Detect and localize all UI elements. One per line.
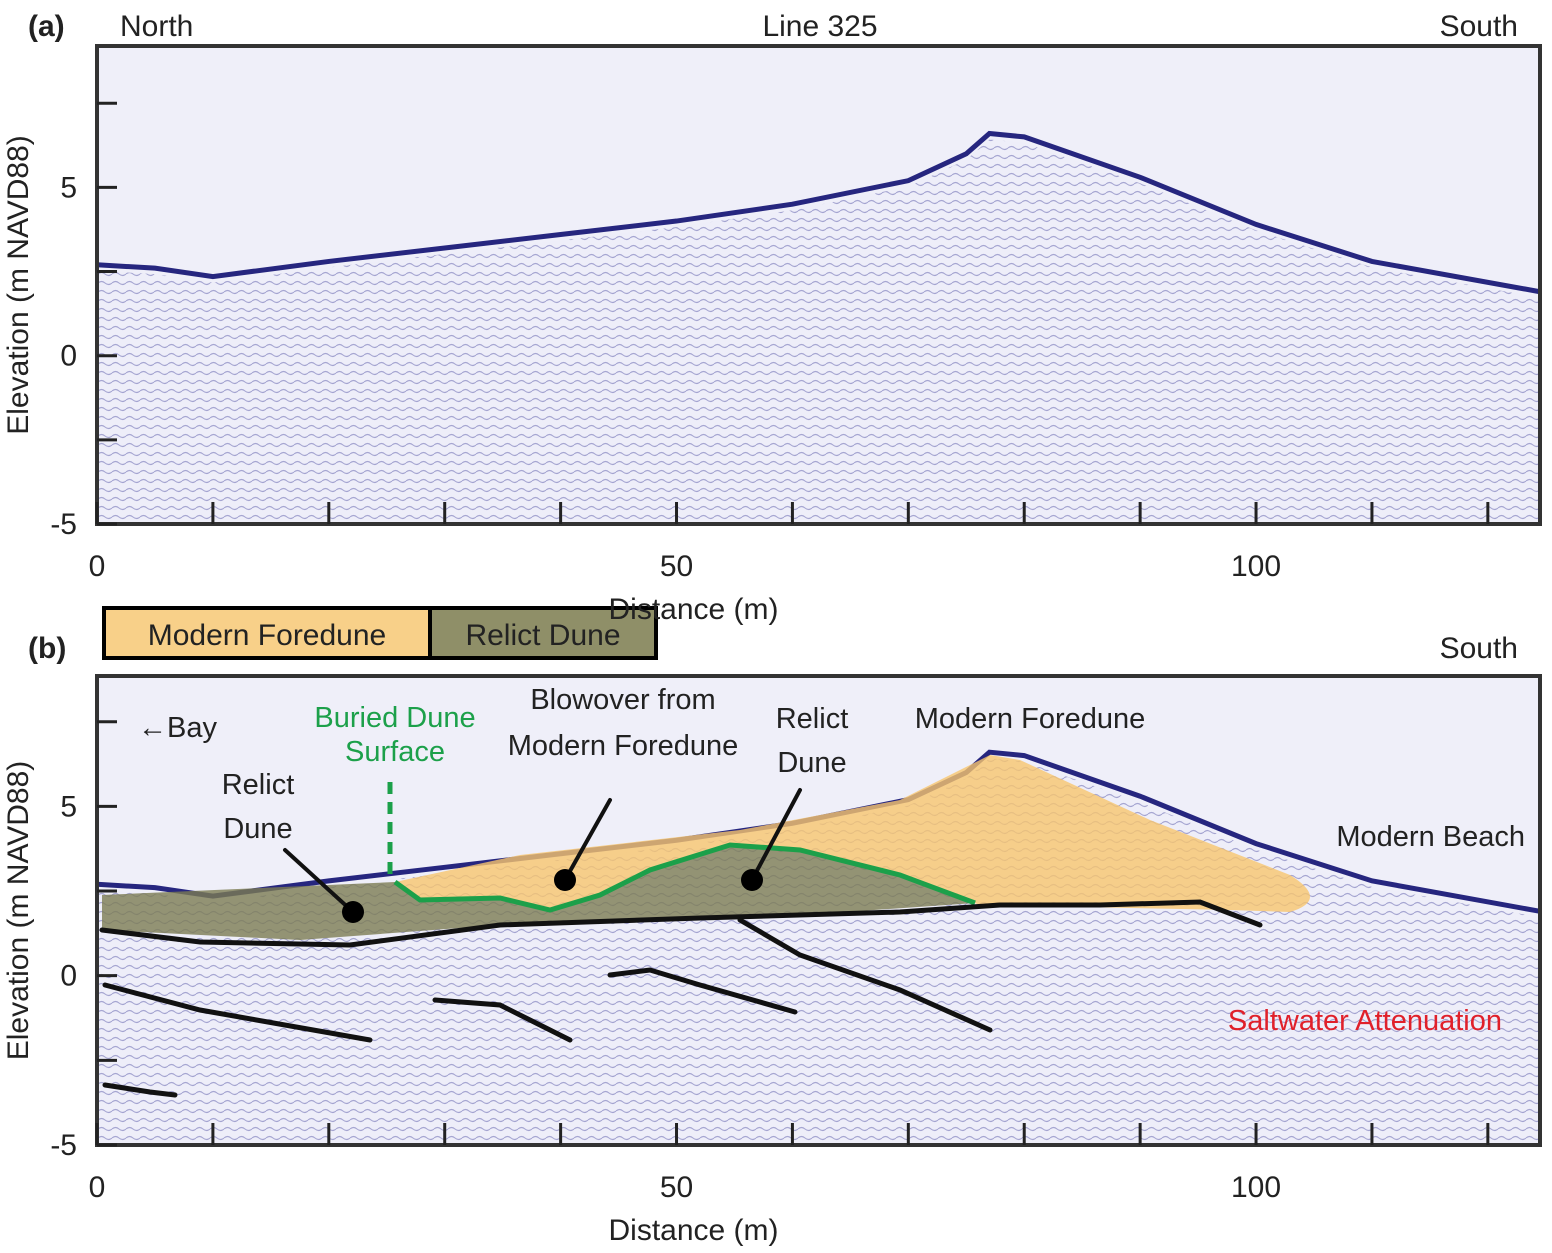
y-axis-label: Elevation (m NAVD88)	[2, 761, 35, 1061]
x-axis-label: Distance (m)	[608, 593, 778, 626]
reflector	[102, 982, 373, 1043]
pointer-dot	[554, 869, 576, 891]
panel-a	[95, 44, 1542, 526]
reflector	[737, 917, 993, 1033]
annotation: Relict Dune	[222, 769, 295, 845]
x-tick-label: 100	[1231, 550, 1281, 583]
y-tick-label: 5	[60, 171, 77, 204]
y-tick-label: -5	[50, 508, 77, 541]
x-tick-label: 50	[660, 1171, 693, 1204]
y-tick-label: -5	[50, 1129, 77, 1162]
reflector	[99, 899, 1263, 948]
legend-swatch	[428, 606, 658, 660]
surface-line	[96, 130, 1541, 295]
plot-frame	[95, 674, 1542, 1147]
foredune-area	[395, 755, 1310, 912]
annotation: Modern Foredune	[915, 703, 1146, 735]
reflector	[432, 997, 573, 1043]
annotation: Buried Dune Surface	[314, 702, 475, 768]
y-tick-label: 0	[60, 340, 77, 373]
reflector	[607, 967, 798, 1015]
annotation: Modern Beach	[1336, 821, 1525, 853]
annotation: Saltwater Attenuation	[1228, 1005, 1502, 1037]
interpretation	[99, 755, 1310, 1098]
legend-label: Relict Dune	[465, 619, 620, 652]
pointer	[283, 788, 802, 914]
y-axis-label: Elevation (m NAVD88)	[2, 135, 35, 435]
title: Line 325	[762, 10, 877, 43]
annotation: Relict Dune	[776, 703, 849, 779]
y-tick-label: 5	[60, 790, 77, 823]
legend-label: Modern Foredune	[148, 619, 386, 652]
x-tick-label: 0	[89, 1171, 106, 1204]
plot-frame	[95, 44, 1542, 526]
radargram	[97, 139, 1540, 525]
buried-surface	[393, 842, 976, 913]
reflector	[102, 1082, 178, 1098]
left-label: North	[120, 10, 193, 43]
legend-swatch	[102, 606, 432, 660]
y-tick-label: 0	[60, 960, 77, 993]
pointer-dot	[741, 869, 763, 891]
annotation: Blowover from Modern Foredune	[508, 684, 739, 762]
panel-label: (a)	[28, 10, 65, 43]
x-tick-label: 0	[89, 550, 106, 583]
x-tick-label: 100	[1231, 1171, 1281, 1204]
right-label: South	[1440, 632, 1518, 665]
panel-label: (b)	[28, 632, 66, 665]
annotation: ←Bay	[138, 712, 217, 744]
pointer-dot	[342, 901, 364, 923]
x-tick-label: 50	[660, 550, 693, 583]
x-axis-label: Distance (m)	[608, 1214, 778, 1247]
right-label: South	[1440, 10, 1518, 43]
